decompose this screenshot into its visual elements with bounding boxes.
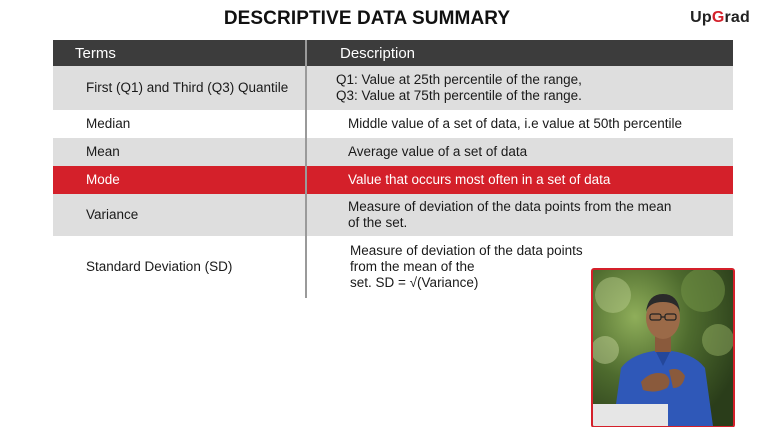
table-row-highlighted: Mode Value that occurs most often in a s…	[53, 166, 733, 194]
table-row: Median Middle value of a set of data, i.…	[53, 110, 733, 138]
page-title: DESCRIPTIVE DATA SUMMARY	[223, 8, 511, 29]
description-line: Middle value of a set of data, i.e value…	[348, 116, 682, 131]
presenter-video	[591, 268, 735, 427]
description-line: from the mean of the	[350, 259, 475, 274]
term-cell: Standard Deviation (SD)	[53, 236, 306, 298]
column-header-description: Description	[305, 40, 733, 66]
presenter-image	[593, 270, 733, 426]
term-cell: Mode	[53, 166, 306, 194]
term-cell: Mean	[53, 138, 306, 166]
table-row: Standard Deviation (SD) Measure of devia…	[53, 236, 733, 298]
table-row: Mean Average value of a set of data	[53, 138, 733, 166]
logo-text-g: G	[711, 9, 725, 26]
description-cell: Q1: Value at 25th percentile of the rang…	[305, 66, 733, 110]
description-cell: Measure of deviation of the data points …	[305, 194, 733, 236]
description-cell: Middle value of a set of data, i.e value…	[305, 110, 733, 138]
description-cell: Average value of a set of data	[305, 138, 733, 166]
description-line: Measure of deviation of the data points	[350, 243, 583, 258]
summary-table: Terms Description First (Q1) and Third (…	[53, 40, 733, 298]
table-row: Variance Measure of deviation of the dat…	[53, 194, 733, 236]
description-cell: Value that occurs most often in a set of…	[305, 166, 733, 194]
description-line: Average value of a set of data	[348, 144, 528, 159]
term-cell: First (Q1) and Third (Q3) Quantile	[53, 66, 306, 110]
logo-text-up: Up	[690, 9, 712, 26]
description-line: Q3: Value at 75th percentile of the rang…	[336, 88, 582, 103]
description-line: Q1: Value at 25th percentile of the rang…	[336, 72, 582, 87]
logo-text-rad: rad	[724, 9, 750, 26]
column-header-terms: Terms	[53, 40, 306, 66]
term-cell: Median	[53, 110, 306, 138]
table-header-row: Terms Description	[53, 40, 733, 66]
upgrad-logo: UpGrad	[690, 9, 750, 27]
description-line: set. SD = √(Variance)	[350, 275, 479, 290]
description-line: of the set.	[348, 215, 408, 230]
table-row: First (Q1) and Third (Q3) Quantile Q1: V…	[53, 66, 733, 110]
term-cell: Variance	[53, 194, 306, 236]
description-cell: Measure of deviation of the data points …	[305, 236, 733, 298]
description-line: Measure of deviation of the data points …	[348, 199, 672, 214]
description-line: Value that occurs most often in a set of…	[348, 172, 611, 187]
